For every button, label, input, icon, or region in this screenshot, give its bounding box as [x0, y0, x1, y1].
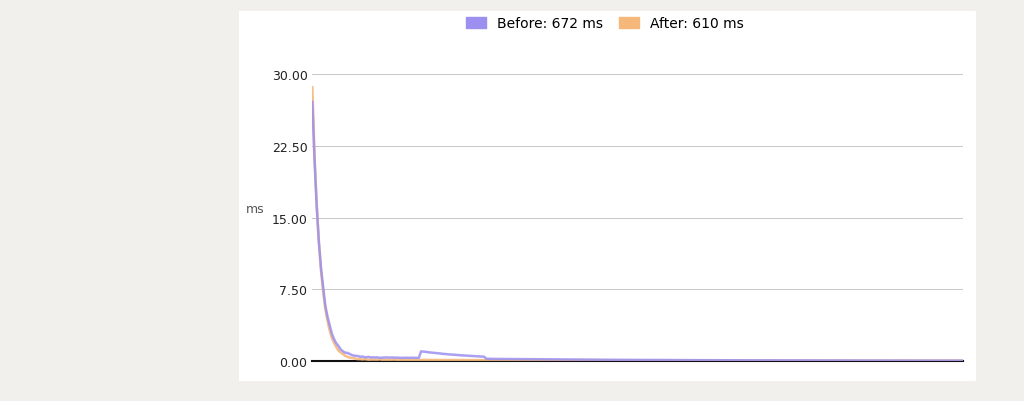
FancyBboxPatch shape [234, 10, 980, 383]
Legend: Before: 672 ms, After: 610 ms: Before: 672 ms, After: 610 ms [464, 14, 746, 34]
Y-axis label: ms: ms [246, 202, 264, 215]
